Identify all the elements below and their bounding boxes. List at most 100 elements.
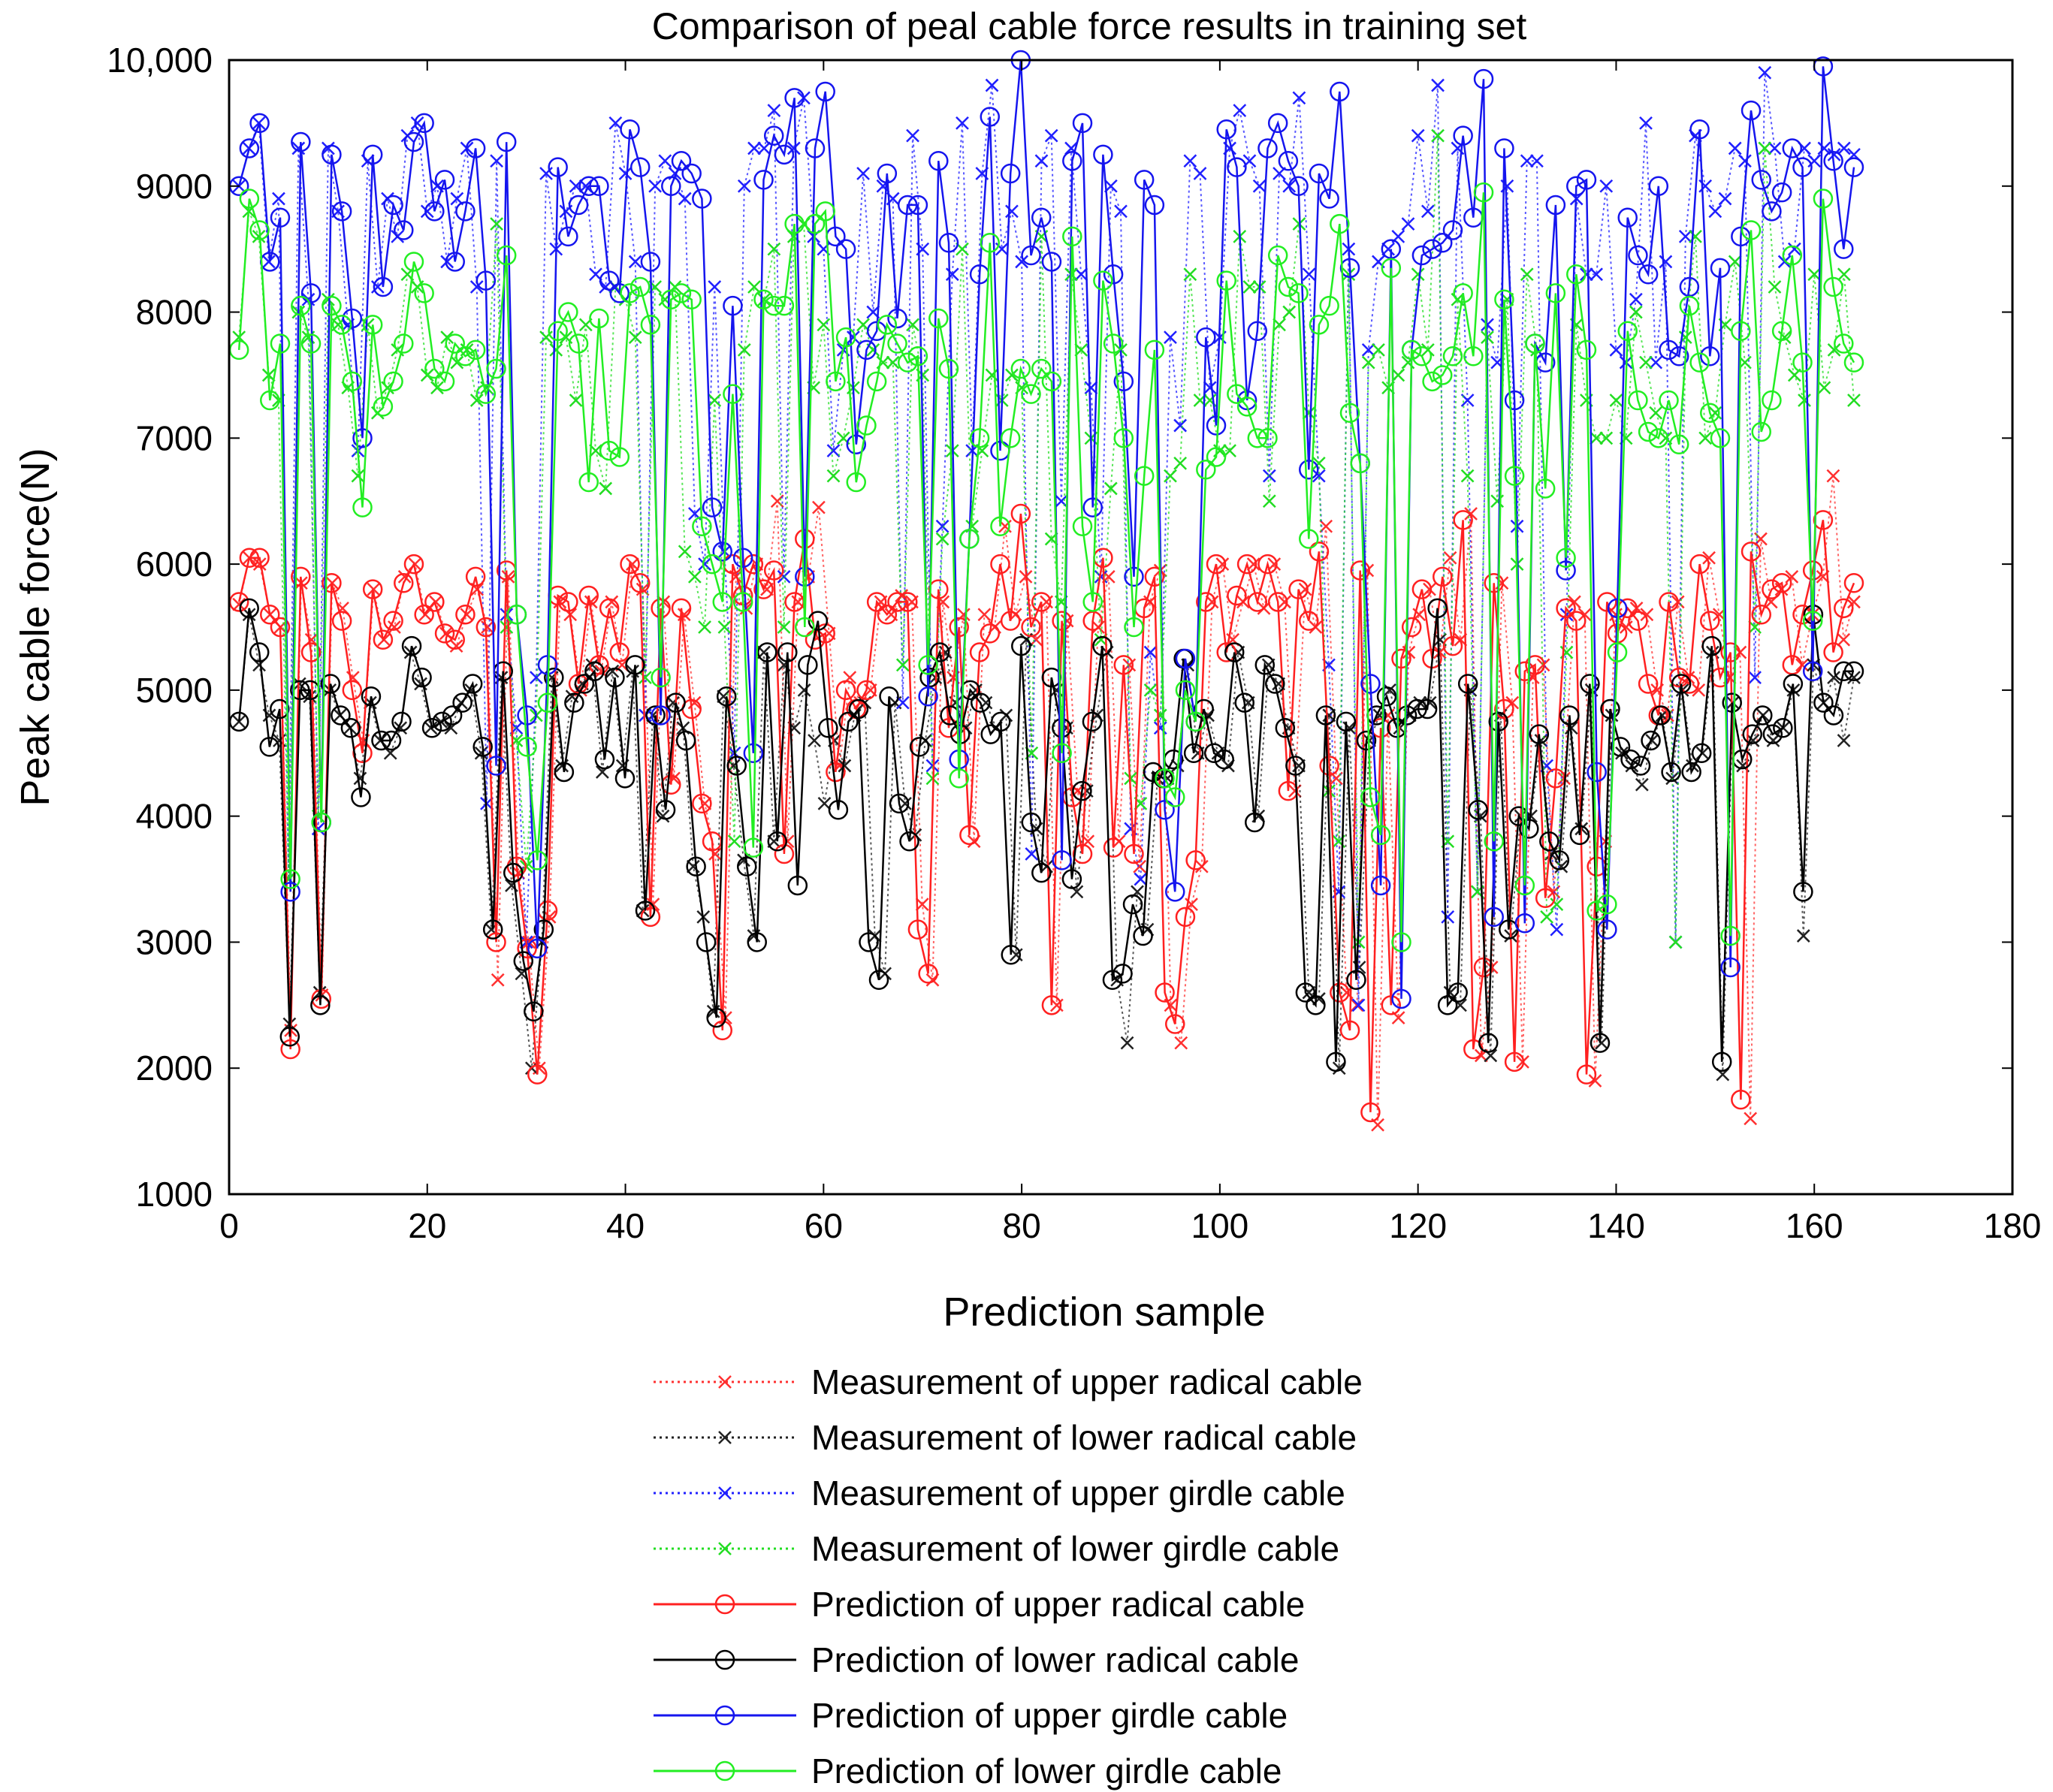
series-8 bbox=[228, 182, 1864, 952]
data-point bbox=[681, 163, 702, 184]
data-point bbox=[1762, 390, 1782, 411]
data-point bbox=[1720, 642, 1741, 662]
data-point bbox=[373, 276, 394, 297]
data-point bbox=[787, 875, 808, 896]
data-point bbox=[1628, 390, 1648, 411]
data-point bbox=[835, 239, 856, 259]
data-point bbox=[686, 856, 706, 877]
data-point bbox=[1771, 573, 1792, 593]
data-point bbox=[490, 217, 503, 231]
data-point bbox=[805, 213, 826, 234]
data-point bbox=[403, 252, 424, 272]
data-point bbox=[990, 554, 1010, 575]
data-point bbox=[629, 276, 651, 297]
data-point bbox=[1691, 743, 1712, 764]
data-point bbox=[737, 179, 751, 193]
data-point bbox=[1391, 648, 1411, 669]
data-point bbox=[517, 737, 537, 757]
data-point bbox=[1370, 875, 1391, 896]
data-point bbox=[569, 394, 583, 407]
data-point bbox=[584, 661, 605, 681]
data-point bbox=[777, 642, 798, 662]
data-point bbox=[1649, 355, 1663, 370]
data-point bbox=[1442, 635, 1463, 656]
data-point bbox=[877, 163, 898, 184]
chart-title: Comparison of peal cable force results i… bbox=[652, 5, 1527, 47]
data-point bbox=[452, 692, 472, 713]
data-point bbox=[578, 585, 599, 606]
data-point bbox=[1834, 598, 1854, 619]
data-point bbox=[925, 759, 940, 773]
data-point bbox=[311, 812, 331, 833]
legend: Measurement of upper radical cable Measur… bbox=[654, 1362, 1363, 1790]
data-point bbox=[1431, 128, 1445, 143]
data-point bbox=[1597, 894, 1617, 915]
data-point bbox=[1771, 321, 1792, 341]
data-point bbox=[918, 686, 938, 707]
data-point bbox=[757, 642, 777, 662]
data-point bbox=[886, 355, 900, 370]
data-point bbox=[645, 705, 666, 726]
data-point bbox=[1802, 560, 1823, 581]
data-point bbox=[1659, 255, 1673, 269]
data-point bbox=[1718, 192, 1732, 206]
data-point bbox=[1607, 598, 1628, 619]
data-point bbox=[1556, 560, 1576, 581]
data-point bbox=[1074, 267, 1088, 282]
data-point bbox=[815, 81, 835, 102]
data-point bbox=[826, 469, 841, 483]
data-point bbox=[1710, 428, 1731, 448]
data-point bbox=[558, 592, 578, 612]
data-point bbox=[1326, 1051, 1346, 1072]
data-point bbox=[1579, 267, 1593, 282]
data-point bbox=[1350, 998, 1364, 1012]
data-point bbox=[373, 397, 394, 417]
data-point bbox=[1144, 566, 1165, 587]
data-point bbox=[1185, 711, 1206, 732]
data-point bbox=[895, 658, 910, 672]
data-point bbox=[1559, 705, 1580, 726]
data-point bbox=[1442, 346, 1463, 367]
data-point bbox=[1381, 242, 1395, 256]
data-point bbox=[1113, 371, 1134, 392]
data-point bbox=[1457, 674, 1478, 694]
data-point bbox=[1834, 661, 1854, 681]
data-point bbox=[310, 995, 331, 1015]
data-point bbox=[856, 339, 877, 361]
data-point bbox=[1302, 406, 1316, 420]
data-point bbox=[1216, 119, 1236, 140]
data-point bbox=[496, 131, 517, 152]
data-point bbox=[599, 440, 620, 461]
data-point bbox=[977, 608, 992, 622]
data-point bbox=[1748, 671, 1762, 684]
data-point bbox=[1332, 1061, 1346, 1076]
data-point bbox=[723, 384, 743, 404]
y-tick-label: 3000 bbox=[136, 922, 213, 961]
data-point bbox=[1262, 469, 1276, 483]
data-point bbox=[835, 327, 856, 348]
data-point bbox=[1339, 258, 1360, 279]
data-point bbox=[605, 595, 619, 609]
data-point bbox=[1556, 598, 1576, 619]
legend-label: Measurement of upper radical cable bbox=[811, 1362, 1363, 1401]
data-point bbox=[1577, 608, 1592, 622]
data-point bbox=[1103, 264, 1124, 285]
legend-marker bbox=[714, 1705, 735, 1726]
data-point bbox=[300, 642, 322, 662]
data-point bbox=[260, 390, 280, 411]
data-point bbox=[352, 497, 373, 517]
data-point bbox=[747, 141, 761, 155]
data-point bbox=[1494, 698, 1514, 720]
data-point bbox=[503, 862, 524, 883]
data-point bbox=[352, 743, 373, 764]
data-point bbox=[743, 554, 764, 575]
data-point bbox=[1183, 743, 1204, 764]
data-point bbox=[906, 128, 919, 143]
data-point bbox=[259, 737, 280, 757]
data-point bbox=[1021, 617, 1041, 638]
data-point bbox=[1196, 327, 1216, 348]
data-point bbox=[717, 620, 732, 634]
x-tick-label: 140 bbox=[1587, 1206, 1645, 1245]
legend-item: Measurement of upper radical cable bbox=[654, 1362, 1363, 1401]
y-tick-label: 7000 bbox=[136, 418, 213, 457]
